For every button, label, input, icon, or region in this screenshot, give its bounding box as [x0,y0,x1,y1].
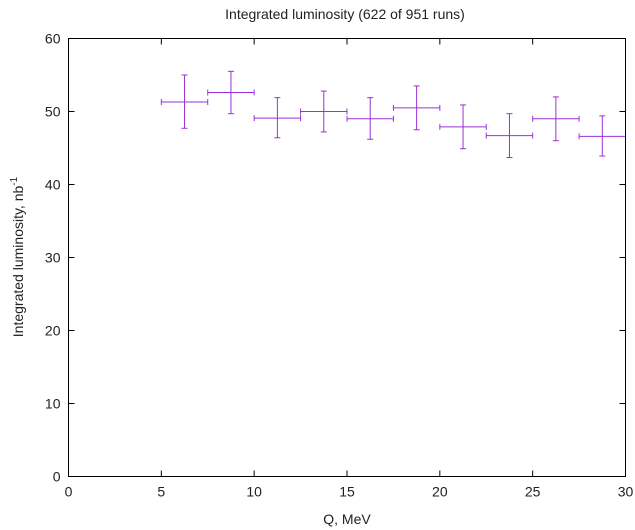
x-tick-label: 25 [525,484,541,500]
axis-ticks [68,38,626,477]
data-point [439,104,487,150]
x-tick-label: 15 [339,484,355,500]
data-point [207,70,255,115]
data-point [346,97,394,140]
x-tick-label: 10 [246,484,262,500]
data-point [253,97,302,139]
y-axis-label-sup: -1 [9,176,20,185]
chart-title: Integrated luminosity (622 of 951 runs) [225,6,465,22]
y-tick-label: 50 [45,104,61,120]
x-tick-label: 20 [432,484,448,500]
data-point [300,90,348,133]
x-tick-label: 0 [65,484,73,500]
y-tick-label: 10 [45,396,61,412]
y-tick-label: 30 [45,250,61,266]
y-tick-label: 0 [53,469,61,485]
y-tick-label: 40 [45,177,61,193]
x-axis-label: Q, MeV [323,511,371,527]
y-axis-label-main: Integrated luminosity, nb [10,185,26,337]
y-axis-label: Integrated luminosity, nb-1 [9,176,26,337]
y-tick-label: 20 [45,323,61,339]
data-point [160,74,209,129]
x-tick-label: 30 [618,484,634,500]
plot-frame [68,38,626,477]
data-point [392,85,441,131]
x-tick-label: 5 [157,484,165,500]
data-point [532,96,580,142]
y-tick-label: 60 [45,31,61,47]
data-point [485,113,534,158]
axis-tick-labels: 0 5 10 15 20 25 30 0 10 20 30 40 50 60 [45,31,634,500]
data-point [578,115,626,157]
data-points [160,70,626,158]
